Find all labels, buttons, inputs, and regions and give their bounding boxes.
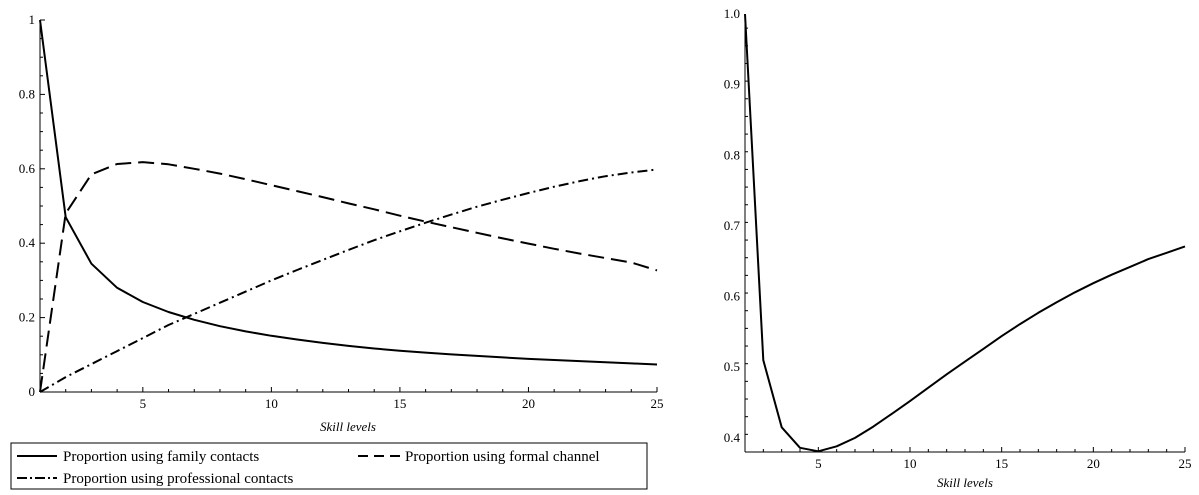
right-y-tick-label: 1.0 (724, 6, 740, 21)
left-x-tick-label: 5 (140, 396, 147, 411)
right-chart: 5 10 15 20 25 0.4 0.5 0.6 0.7 0.8 0.9 1.0 Skill lev… (724, 6, 1192, 490)
legend-label-formal: Proportion using formal channel (405, 449, 600, 465)
right-x-tick-label: 25 (1179, 456, 1192, 471)
left-ticks: 5 10 15 20 25 0 0.2 0.4 0.6 0.8 1 (19, 12, 664, 411)
right-y-tick-label: 0.8 (724, 147, 740, 162)
left-y-tick-label: 1 (29, 12, 36, 27)
right-y-tick-label: 0.4 (724, 430, 741, 445)
left-chart: 5 10 15 20 25 0 0.2 0.4 0.6 0.8 1 Skill levels (19, 12, 664, 434)
right-series (744, 13, 1186, 453)
left-x-tick-label: 15 (393, 396, 406, 411)
right-x-tick-label: 10 (904, 456, 917, 471)
right-y-tick-label: 0.7 (724, 218, 741, 233)
right-x-axis-title: Skill levels (937, 475, 993, 490)
left-series-line-solid (39, 19, 658, 366)
right-y-tick-label: 0.5 (724, 359, 740, 374)
right-x-tick-label: 5 (815, 456, 822, 471)
left-x-tick-label: 20 (522, 396, 535, 411)
right-y-tick-label: 0.9 (724, 77, 740, 92)
right-series-line-solid (744, 13, 1186, 453)
right-y-tick-label: 0.6 (724, 289, 741, 304)
legend-box (10, 442, 648, 490)
left-y-tick-label: 0.6 (19, 161, 36, 176)
right-ticks: 5 10 15 20 25 0.4 0.5 0.6 0.7 0.8 0.9 1.0 (724, 6, 1192, 471)
left-series (39, 19, 658, 393)
left-x-axis-title: Skill levels (320, 419, 376, 434)
right-x-tick-label: 20 (1087, 456, 1100, 471)
left-y-tick-label: 0 (29, 384, 36, 399)
legend-label-professional: Proportion using professional contacts (63, 471, 294, 487)
left-y-tick-label: 0.4 (19, 235, 36, 250)
left-x-tick-label: 10 (265, 396, 278, 411)
left-x-tick-label: 25 (651, 396, 664, 411)
left-y-tick-label: 0.2 (19, 310, 35, 325)
legend: Proportion using family contacts Proport… (10, 442, 648, 490)
left-series-line-dashdot (39, 168, 658, 393)
legend-label-family: Proportion using family contacts (63, 449, 259, 465)
left-y-tick-label: 0.8 (19, 86, 35, 101)
left-series-line-dashed (39, 161, 658, 393)
right-x-tick-label: 15 (995, 456, 1008, 471)
